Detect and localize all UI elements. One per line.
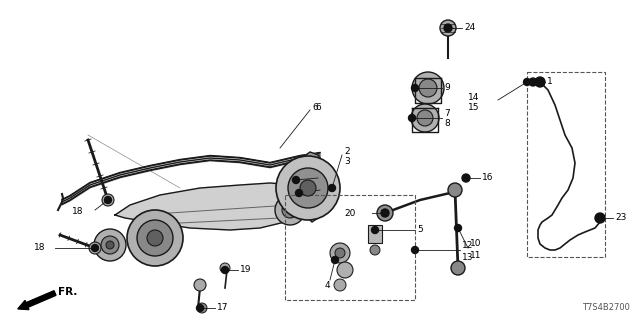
Circle shape (89, 242, 101, 254)
Circle shape (335, 248, 345, 258)
Text: 22: 22 (320, 173, 332, 182)
Circle shape (106, 241, 114, 249)
Circle shape (94, 229, 126, 261)
Text: 3: 3 (344, 157, 349, 166)
Circle shape (408, 115, 415, 122)
Text: 8: 8 (444, 118, 450, 127)
Circle shape (292, 177, 300, 183)
Circle shape (412, 246, 419, 253)
Text: 24: 24 (464, 23, 476, 33)
Text: 21: 21 (322, 186, 333, 195)
Circle shape (596, 214, 604, 222)
Circle shape (288, 168, 328, 208)
Text: 18: 18 (34, 244, 45, 252)
Circle shape (220, 263, 230, 273)
Circle shape (92, 244, 99, 252)
Text: FR.: FR. (58, 287, 77, 297)
FancyArrow shape (18, 291, 56, 309)
Circle shape (282, 202, 298, 218)
Text: 7: 7 (444, 108, 450, 117)
Circle shape (444, 24, 452, 32)
Circle shape (300, 180, 316, 196)
Text: 19: 19 (240, 266, 252, 275)
Text: 15: 15 (468, 103, 479, 113)
Circle shape (332, 257, 339, 263)
Circle shape (104, 196, 111, 204)
Circle shape (276, 156, 340, 220)
Circle shape (197, 303, 207, 313)
Circle shape (147, 230, 163, 246)
Text: 10: 10 (470, 238, 481, 247)
Text: 17: 17 (217, 303, 228, 313)
Text: 16: 16 (482, 173, 493, 182)
Text: 1: 1 (547, 77, 553, 86)
Circle shape (296, 189, 303, 196)
Circle shape (462, 174, 470, 182)
Circle shape (529, 78, 537, 86)
Circle shape (194, 279, 206, 291)
Text: 5: 5 (417, 226, 423, 235)
Text: 20: 20 (344, 209, 355, 218)
Circle shape (524, 78, 531, 85)
Polygon shape (115, 183, 305, 230)
Text: 4: 4 (325, 281, 331, 290)
Text: 6: 6 (315, 103, 321, 113)
Text: 13: 13 (462, 252, 474, 261)
Text: 18: 18 (72, 207, 83, 217)
Circle shape (102, 194, 114, 206)
Circle shape (412, 72, 444, 104)
Circle shape (595, 213, 605, 223)
Circle shape (448, 183, 462, 197)
Circle shape (371, 227, 378, 234)
Circle shape (535, 77, 545, 87)
Text: 6: 6 (312, 103, 317, 113)
Circle shape (334, 279, 346, 291)
Circle shape (381, 209, 389, 217)
Circle shape (411, 104, 439, 132)
Text: 2: 2 (344, 148, 349, 156)
Circle shape (196, 305, 204, 311)
Circle shape (419, 79, 437, 97)
Bar (527, 72, 605, 257)
Circle shape (328, 185, 335, 191)
Circle shape (417, 110, 433, 126)
Circle shape (330, 243, 350, 263)
Circle shape (337, 262, 353, 278)
Polygon shape (295, 152, 322, 222)
Circle shape (221, 267, 228, 274)
Circle shape (377, 205, 393, 221)
Circle shape (454, 225, 461, 231)
Text: 14: 14 (468, 93, 479, 102)
Circle shape (451, 261, 465, 275)
Text: 11: 11 (470, 251, 481, 260)
Circle shape (101, 236, 119, 254)
Circle shape (127, 210, 183, 266)
Bar (285, 195, 415, 300)
Circle shape (275, 195, 305, 225)
Circle shape (370, 245, 380, 255)
Bar (368, 225, 382, 243)
Text: 12: 12 (462, 241, 474, 250)
Circle shape (137, 220, 173, 256)
Text: 23: 23 (615, 213, 627, 222)
Text: 9: 9 (444, 84, 450, 92)
Circle shape (440, 20, 456, 36)
Text: T7S4B2700: T7S4B2700 (582, 303, 630, 312)
Circle shape (412, 84, 419, 92)
